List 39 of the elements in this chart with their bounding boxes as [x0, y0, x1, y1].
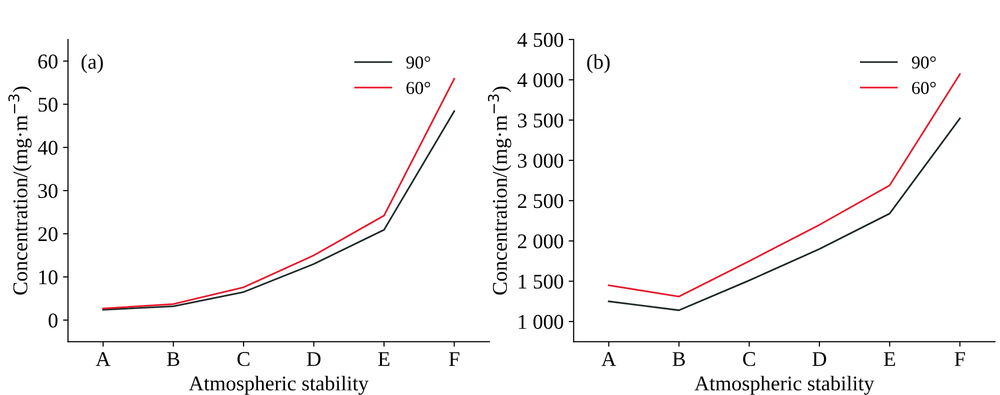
y-tick-label: 0 — [48, 313, 58, 328]
y-tick-label: 50 — [38, 98, 58, 112]
annotation: (b) — [587, 54, 610, 74]
y-tick-label: 3 000 — [518, 154, 564, 168]
y-tick-label: 2 500 — [518, 194, 564, 208]
x-tick-label: F — [449, 352, 460, 366]
y-tick-label: 1 000 — [518, 314, 564, 329]
y-tick-label: 2 000 — [518, 234, 564, 248]
annotation: (a) — [82, 54, 103, 74]
y-axis-title: Concentration/(mg·m$^{−3}$) — [8, 86, 32, 295]
x-tick-label: A — [96, 352, 110, 366]
x-tick-label: C — [743, 352, 756, 366]
x-tick-label: D — [306, 352, 320, 366]
legend-label: 90° — [406, 56, 430, 69]
y-tick-label: 4 000 — [517, 73, 564, 88]
x-tick-label: B — [166, 352, 180, 366]
y-tick-label: 1 500 — [518, 274, 564, 289]
x-tick-label: B — [672, 352, 685, 366]
y-tick-label: 30 — [38, 184, 58, 198]
y-tick-label: 20 — [38, 227, 58, 242]
x-tick-label: C — [237, 352, 250, 366]
x-tick-label: E — [378, 352, 390, 366]
line-series — [608, 73, 961, 298]
x-tick-label: A — [601, 352, 616, 366]
line-series — [608, 118, 961, 312]
x-axis-title: Atmospheric stability — [188, 376, 369, 395]
legend-label: 60° — [912, 82, 936, 94]
y-tick-label: 40 — [38, 140, 58, 155]
legend-label: 90° — [912, 56, 936, 69]
x-axis-title: Atmospheric stability — [694, 376, 874, 395]
legend-label: 60° — [406, 82, 430, 94]
y-tick-label: 4 500 — [517, 32, 564, 47]
y-tick-label: 3 500 — [518, 113, 564, 128]
y-tick-label: 10 — [39, 270, 58, 284]
x-tick-label: F — [954, 352, 965, 366]
y-axis-title: Concentration/(mg·m$^{−3}$) — [488, 86, 512, 295]
x-tick-label: E — [884, 352, 895, 366]
y-tick-label: 60 — [38, 54, 58, 69]
x-tick-label: D — [812, 352, 826, 366]
